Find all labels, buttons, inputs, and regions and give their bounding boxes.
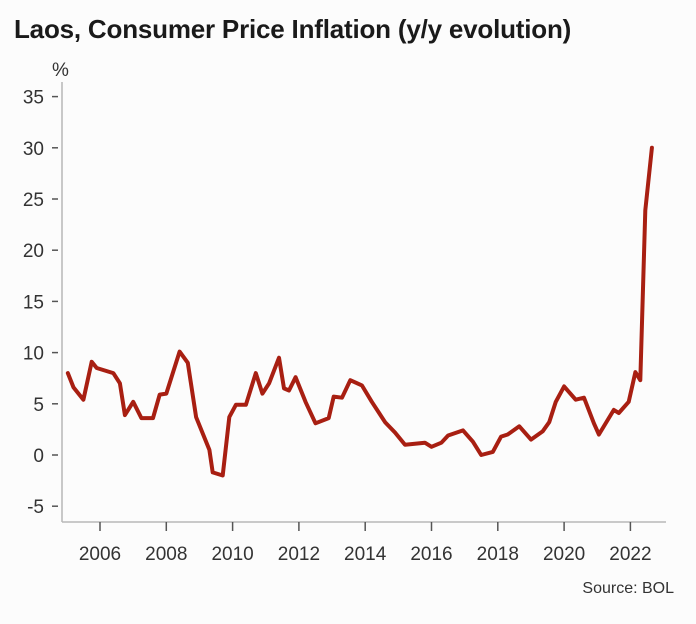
x-tick-label: 2012 — [278, 544, 320, 565]
x-tick-label: 2018 — [477, 544, 519, 565]
y-tick-label: 30 — [23, 139, 44, 160]
y-tick-label: 20 — [23, 241, 44, 262]
y-tick-label: 15 — [23, 292, 44, 313]
x-tick-label: 2016 — [410, 544, 452, 565]
x-tick-label: 2022 — [609, 544, 651, 565]
y-tick-label: 0 — [33, 446, 44, 467]
inflation-line — [65, 145, 654, 478]
x-tick-label: 2006 — [79, 544, 121, 565]
y-tick-label: 5 — [33, 395, 44, 416]
x-tick-label: 2008 — [145, 544, 187, 565]
chart-title: Laos, Consumer Price Inflation (y/y evol… — [14, 14, 572, 44]
y-tick-label: 25 — [23, 190, 44, 211]
y-axis-label: % — [52, 60, 69, 81]
series — [65, 145, 654, 478]
y-tick-label: 35 — [23, 88, 44, 109]
x-tick-label: 2010 — [211, 544, 253, 565]
source-note: Source: BOL — [582, 580, 674, 597]
y-tick-label: -5 — [27, 497, 44, 518]
x-tick-label: 2020 — [543, 544, 585, 565]
axes: 35 30 25 20 15 10 5 0 -5 2006 2008 2010 2012 2014 2016… — [23, 82, 666, 565]
y-tick-label: 10 — [23, 344, 44, 365]
x-tick-label: 2014 — [344, 544, 387, 565]
